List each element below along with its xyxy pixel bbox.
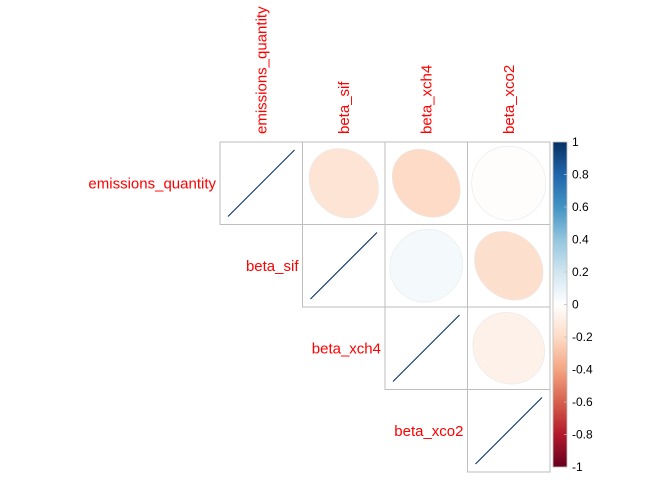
variable-labels: emissions_quantity beta_sif beta_xch4 beta_… [88,6,517,440]
colorbar-tick-label: 0 [572,298,579,312]
column-label: emissions_quantity [253,6,270,134]
colorbar-tick-label: 0.6 [572,200,589,214]
colorbar-tick-label: -1 [572,460,583,474]
grid-cell [467,389,551,473]
corr-ellipse-beta_sif-beta_xco2 [474,231,544,301]
colorbar-tick-label: -0.6 [572,395,593,409]
corr-ellipse-beta_sif-beta_xch4 [389,229,463,303]
row-label: beta_sif [246,258,299,275]
corr-ellipse-emissions_quantity-beta_xco2 [471,145,547,221]
row-label: beta_xco2 [394,423,463,440]
diagonal-line-emissions_quantity [227,149,295,217]
corr-ellipse-emissions_quantity-beta_sif [308,148,379,219]
matrix-cells [227,145,547,465]
diagonal-line-beta_xch4 [392,314,460,382]
row-label: beta_xch4 [312,340,381,357]
diagonal-line-beta_sif [310,232,378,300]
colorbar-tick-label: -0.2 [572,330,593,344]
diagonal-line-beta_xco2 [475,397,543,465]
colorbar-tick-label: 0.2 [572,265,589,279]
colorbar-tick-label: 0.4 [572,233,589,247]
corr-ellipse-beta_xch4-beta_xco2 [472,312,545,385]
column-label: beta_sif [336,81,353,134]
colorbar-tick-label: -0.4 [572,363,593,377]
matrix-grid [219,141,551,473]
corr-ellipse-emissions_quantity-beta_xch4 [391,148,461,218]
colorbar-tick-label: 1 [572,135,579,149]
colorbar-tick-label: -0.8 [572,428,593,442]
column-label: beta_xco2 [501,65,518,134]
colorbar-tick-label: 0.8 [572,168,589,182]
column-label: beta_xch4 [418,65,435,134]
colorbar: 1 0.8 0.6 0.4 0.2 0 -0.2 -0.4 -0.6 -0.8 -1 [552,135,593,474]
row-label: emissions_quantity [88,175,216,192]
